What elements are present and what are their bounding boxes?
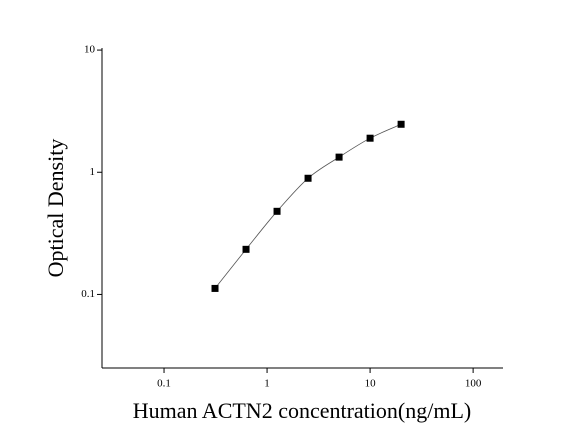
point: [304, 174, 312, 182]
point: [335, 153, 343, 161]
y-tick-label: 0.1: [81, 288, 95, 300]
x-tick-label: 10: [365, 378, 377, 390]
x-axis-title: Human ACTN2 concentration(ng/mL): [133, 398, 471, 423]
fit-line: [214, 123, 402, 289]
y-tick-label: 1: [90, 166, 96, 178]
x-tick-label: 1: [264, 378, 270, 390]
point: [273, 207, 281, 215]
point: [211, 284, 219, 292]
point: [242, 245, 250, 253]
point: [397, 120, 405, 128]
x-tick-label: 0.1: [157, 378, 171, 390]
x-tick-label: 100: [465, 378, 482, 390]
point: [366, 134, 374, 142]
y-tick-label: 10: [84, 44, 96, 56]
y-axis-title: Optical Density: [43, 139, 68, 278]
